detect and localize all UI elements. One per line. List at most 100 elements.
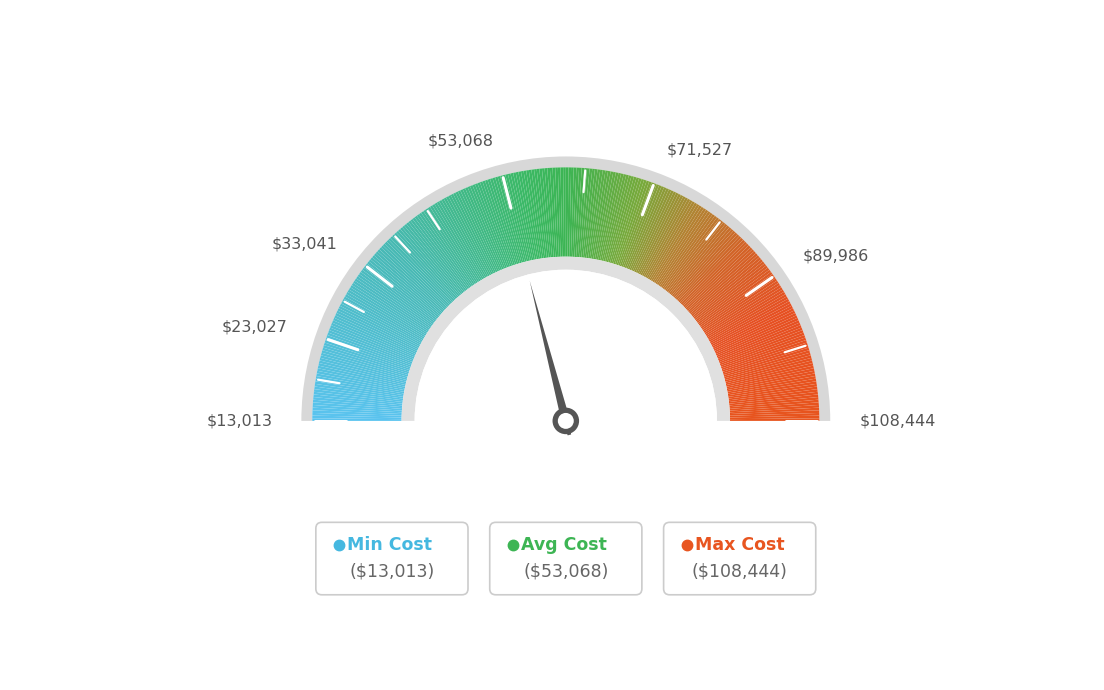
Wedge shape xyxy=(683,244,749,307)
Wedge shape xyxy=(619,181,651,266)
Wedge shape xyxy=(411,219,467,291)
Wedge shape xyxy=(421,211,474,286)
Wedge shape xyxy=(317,371,405,390)
Wedge shape xyxy=(473,184,507,268)
Wedge shape xyxy=(713,308,794,349)
Bar xyxy=(301,421,830,627)
Wedge shape xyxy=(606,175,631,262)
Wedge shape xyxy=(724,353,810,378)
Wedge shape xyxy=(458,190,498,273)
Wedge shape xyxy=(730,400,819,409)
Wedge shape xyxy=(709,297,788,342)
Wedge shape xyxy=(684,246,751,308)
Wedge shape xyxy=(423,210,475,285)
Wedge shape xyxy=(725,358,813,382)
Wedge shape xyxy=(652,206,702,282)
Wedge shape xyxy=(470,185,506,269)
Wedge shape xyxy=(399,229,458,297)
Wedge shape xyxy=(312,408,402,414)
Wedge shape xyxy=(460,189,499,272)
Wedge shape xyxy=(322,348,408,375)
Wedge shape xyxy=(316,373,404,392)
Text: $33,041: $33,041 xyxy=(272,237,338,252)
Wedge shape xyxy=(631,188,669,271)
Wedge shape xyxy=(312,413,402,417)
Wedge shape xyxy=(580,168,590,257)
Wedge shape xyxy=(701,276,775,328)
Wedge shape xyxy=(608,176,634,263)
Wedge shape xyxy=(364,266,436,322)
Wedge shape xyxy=(320,355,407,380)
Wedge shape xyxy=(321,353,407,378)
Wedge shape xyxy=(726,368,815,388)
Wedge shape xyxy=(488,179,517,265)
Wedge shape xyxy=(602,173,624,261)
Wedge shape xyxy=(729,389,818,402)
Wedge shape xyxy=(327,333,412,365)
Wedge shape xyxy=(418,213,473,287)
Wedge shape xyxy=(439,200,485,279)
Wedge shape xyxy=(565,168,569,257)
Wedge shape xyxy=(490,178,519,264)
Wedge shape xyxy=(327,335,412,367)
Wedge shape xyxy=(596,172,616,260)
Wedge shape xyxy=(692,259,763,317)
Wedge shape xyxy=(658,211,711,286)
Wedge shape xyxy=(730,402,819,411)
Wedge shape xyxy=(641,196,686,276)
Text: Max Cost: Max Cost xyxy=(696,536,785,554)
Wedge shape xyxy=(383,244,448,307)
Wedge shape xyxy=(425,208,476,284)
Text: Avg Cost: Avg Cost xyxy=(521,536,607,554)
Wedge shape xyxy=(708,294,787,340)
Wedge shape xyxy=(687,249,754,311)
Wedge shape xyxy=(353,281,429,331)
Wedge shape xyxy=(502,175,527,262)
Wedge shape xyxy=(723,350,810,377)
Text: $13,013: $13,013 xyxy=(206,413,273,428)
Wedge shape xyxy=(615,179,644,265)
Wedge shape xyxy=(371,257,440,316)
Wedge shape xyxy=(527,170,542,259)
Wedge shape xyxy=(500,175,526,262)
Wedge shape xyxy=(336,313,417,353)
Wedge shape xyxy=(726,371,815,390)
Text: ($13,013): ($13,013) xyxy=(349,563,435,581)
Wedge shape xyxy=(611,177,637,263)
Wedge shape xyxy=(629,187,667,270)
Wedge shape xyxy=(544,168,554,257)
Wedge shape xyxy=(673,229,733,297)
Wedge shape xyxy=(577,168,587,257)
Wedge shape xyxy=(618,181,649,266)
Wedge shape xyxy=(645,199,690,278)
Wedge shape xyxy=(633,189,671,272)
Wedge shape xyxy=(453,193,495,274)
Wedge shape xyxy=(723,348,809,375)
Wedge shape xyxy=(711,301,790,345)
Wedge shape xyxy=(323,345,410,373)
Wedge shape xyxy=(312,411,402,416)
Wedge shape xyxy=(333,318,416,355)
Wedge shape xyxy=(301,157,830,421)
Wedge shape xyxy=(622,182,655,267)
Wedge shape xyxy=(728,373,816,392)
Wedge shape xyxy=(558,168,562,257)
Wedge shape xyxy=(361,270,434,324)
Wedge shape xyxy=(730,397,818,407)
Wedge shape xyxy=(677,234,740,302)
Wedge shape xyxy=(437,201,484,279)
Wedge shape xyxy=(693,262,765,319)
Wedge shape xyxy=(342,299,422,344)
Wedge shape xyxy=(725,363,814,385)
Wedge shape xyxy=(563,168,565,257)
Wedge shape xyxy=(508,173,530,261)
Wedge shape xyxy=(682,241,747,306)
Wedge shape xyxy=(656,208,707,284)
Wedge shape xyxy=(444,197,488,277)
Text: $108,444: $108,444 xyxy=(859,413,935,428)
Wedge shape xyxy=(724,355,811,380)
Wedge shape xyxy=(316,376,404,393)
Wedge shape xyxy=(400,227,459,297)
Wedge shape xyxy=(595,171,614,259)
Wedge shape xyxy=(391,236,454,302)
